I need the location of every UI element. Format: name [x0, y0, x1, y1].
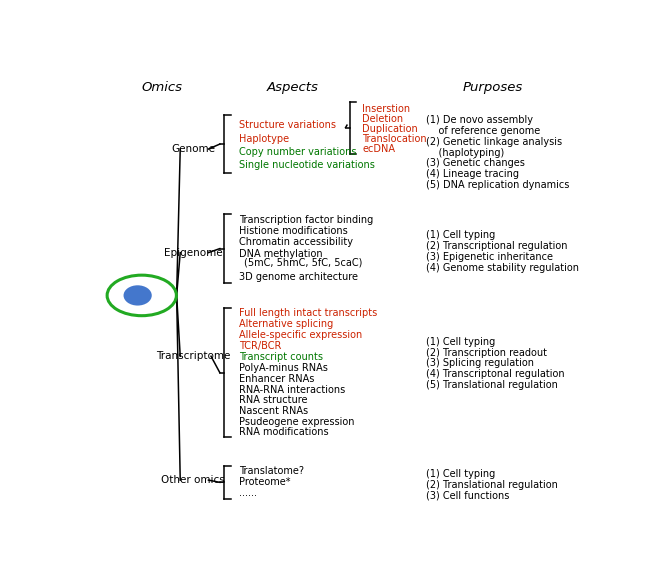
- Text: Psudeogene expression: Psudeogene expression: [239, 417, 355, 427]
- Text: ......: ......: [239, 488, 258, 498]
- Text: (4) Genome stability regulation: (4) Genome stability regulation: [426, 263, 579, 273]
- Ellipse shape: [124, 285, 152, 305]
- Text: Proteome*: Proteome*: [239, 477, 291, 487]
- Text: Chromatin accessibility: Chromatin accessibility: [239, 238, 354, 247]
- Ellipse shape: [107, 275, 176, 316]
- Text: Duplication: Duplication: [362, 124, 418, 134]
- Text: (1) Cell typing: (1) Cell typing: [426, 469, 496, 479]
- Text: (2) Genetic linkage analysis: (2) Genetic linkage analysis: [426, 137, 563, 147]
- Text: (2) Transcriptional regulation: (2) Transcriptional regulation: [426, 241, 568, 251]
- Text: Genome: Genome: [171, 144, 215, 154]
- Text: Deletion: Deletion: [362, 114, 403, 124]
- Text: (4) Lineage tracing: (4) Lineage tracing: [426, 169, 520, 179]
- Text: (2) Transcription readout: (2) Transcription readout: [426, 347, 547, 357]
- Text: Purposes: Purposes: [463, 81, 524, 94]
- Text: Nascent RNAs: Nascent RNAs: [239, 406, 308, 416]
- Text: 3D genome architecture: 3D genome architecture: [239, 273, 358, 283]
- Text: (3) Cell functions: (3) Cell functions: [426, 490, 510, 501]
- Text: (3) Genetic changes: (3) Genetic changes: [426, 159, 526, 168]
- Text: Enhancer RNAs: Enhancer RNAs: [239, 374, 314, 384]
- Text: Omics: Omics: [142, 81, 183, 94]
- Text: (5) Translational regulation: (5) Translational regulation: [426, 380, 558, 390]
- Text: Epigenome: Epigenome: [164, 247, 222, 257]
- Text: (4) Transcriptonal regulation: (4) Transcriptonal regulation: [426, 369, 565, 379]
- Text: RNA-RNA interactions: RNA-RNA interactions: [239, 384, 346, 394]
- Text: (5) DNA replication dynamics: (5) DNA replication dynamics: [426, 180, 570, 190]
- Text: Transcript counts: Transcript counts: [239, 352, 323, 362]
- Text: (5mC, 5hmC, 5fC, 5caC): (5mC, 5hmC, 5fC, 5caC): [244, 258, 363, 268]
- Text: (3) Epigenetic inheritance: (3) Epigenetic inheritance: [426, 252, 553, 261]
- Text: Inserstion: Inserstion: [362, 104, 410, 115]
- Text: Histione modifications: Histione modifications: [239, 226, 348, 236]
- Text: (3) Splicing regulation: (3) Splicing regulation: [426, 359, 534, 369]
- Text: ecDNA: ecDNA: [362, 144, 395, 154]
- Text: Translatome?: Translatome?: [239, 466, 305, 476]
- Text: (1) Cell typing: (1) Cell typing: [426, 230, 496, 240]
- Text: Allele-specific expression: Allele-specific expression: [239, 330, 363, 340]
- Text: (2) Translational regulation: (2) Translational regulation: [426, 480, 558, 490]
- Text: Transcription factor binding: Transcription factor binding: [239, 215, 373, 225]
- Text: Structure variations: Structure variations: [239, 120, 336, 130]
- Text: (haplotyping): (haplotyping): [426, 147, 504, 158]
- Text: Haplotype: Haplotype: [239, 133, 289, 144]
- Text: DNA methylation: DNA methylation: [239, 249, 323, 259]
- Text: Single nucleotide variations: Single nucleotide variations: [239, 160, 375, 170]
- Text: (1) Cell typing: (1) Cell typing: [426, 337, 496, 347]
- Text: Full length intact transcripts: Full length intact transcripts: [239, 308, 377, 318]
- Text: Copy number variations: Copy number variations: [239, 147, 357, 157]
- Text: of reference genome: of reference genome: [426, 126, 541, 136]
- Text: RNA modifications: RNA modifications: [239, 428, 329, 438]
- Text: RNA structure: RNA structure: [239, 395, 308, 405]
- Text: (1) De novo assembly: (1) De novo assembly: [426, 115, 534, 125]
- Text: Aspects: Aspects: [267, 81, 319, 94]
- Text: Translocation: Translocation: [362, 134, 427, 144]
- Text: PolyA-minus RNAs: PolyA-minus RNAs: [239, 363, 328, 373]
- Text: Other omics: Other omics: [161, 475, 225, 485]
- Text: Alternative splicing: Alternative splicing: [239, 319, 334, 329]
- Text: TCR/BCR: TCR/BCR: [239, 341, 281, 351]
- Text: Transcriptome: Transcriptome: [156, 351, 230, 361]
